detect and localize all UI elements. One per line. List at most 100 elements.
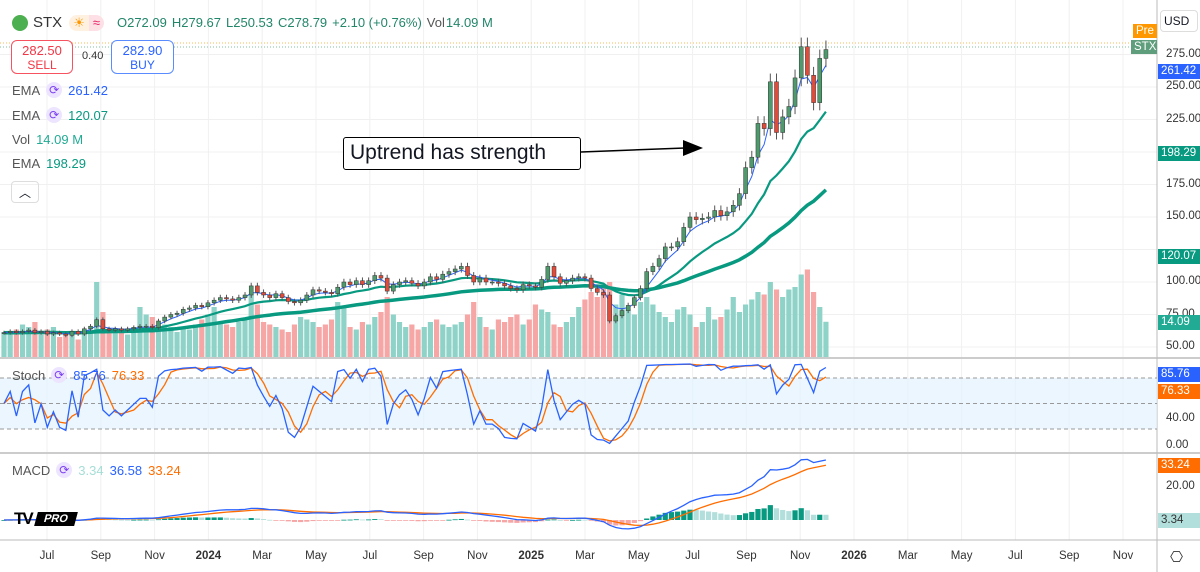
candle-body [187,307,192,310]
volume-bar [712,319,718,357]
volume-bar [687,314,693,357]
macd-histogram-bar [409,520,415,521]
macd-histogram-bar [650,516,656,520]
volume-bar [743,304,749,357]
macd-histogram-bar [471,520,477,521]
volume-bar [780,297,786,357]
candle-body [310,289,316,296]
macd-histogram-bar [211,517,217,520]
volume-bar [749,299,755,357]
currency-selector[interactable]: USD [1160,10,1198,32]
volume-bar [471,302,477,357]
macd-histogram-bar [724,514,730,520]
macd-histogram-bar [248,518,254,520]
ohlc-open: O272.09 [116,15,167,30]
volume-bar [260,322,267,357]
stoch-k-tag: 85.76 [1158,367,1200,382]
candle-body [687,216,693,228]
candle-body [45,331,50,335]
candle-body [798,46,804,79]
session-badge[interactable]: ☀ ≈ [69,14,104,31]
indicator-value: 14.09 M [36,132,84,147]
macd-histogram-bar [168,518,174,520]
collapse-legend-button[interactable]: ︿ [11,181,39,203]
time-tick: Sep [736,550,757,562]
macd-histogram-bar [353,519,359,521]
refresh-icon[interactable]: ⟳ [46,82,63,98]
candle-body [743,167,748,194]
macd-histogram-bar [817,514,823,520]
volume-bar [63,332,69,357]
volume-bar [186,329,192,357]
sun-icon: ☀ [69,14,89,31]
symbol-name[interactable]: STX [33,14,63,31]
candle-body [180,309,186,314]
stoch-d-value: 76.33 [111,367,145,383]
volume-bar [730,297,736,357]
candle-body [749,156,755,168]
time-tick: 2025 [518,550,544,562]
candle-body [7,331,13,333]
volume-bar [168,327,174,357]
candle-body [409,280,415,284]
ema-fast-tag: 261.42 [1158,64,1200,79]
volume-bar [767,282,773,357]
macd-histogram-bar [551,519,557,521]
macd-histogram-bar [563,520,569,521]
macd-histogram-bar [341,519,347,521]
indicator-volume[interactable]: Vol 14.09 M [12,132,83,147]
candle-body [218,297,223,301]
candle-body [446,271,452,275]
macd-histogram-bar [230,518,236,520]
candle-body [354,280,359,285]
candle-body [397,281,402,285]
candle-body [100,319,106,330]
ema-mid-line [3,111,827,335]
indicator-ema-mid[interactable]: EMA 198.29 [12,156,86,171]
volume-bar [576,307,582,357]
macd-histogram-bar [378,519,384,521]
macd-line [3,458,827,530]
buy-price: 282.90 [122,43,163,58]
candle-body [576,276,581,279]
buy-button[interactable]: 282.90 BUY [111,40,174,74]
sell-button[interactable]: 282.50 SELL [11,40,73,74]
candle-body [539,279,544,288]
candle-body [94,319,99,327]
candle-body [730,205,736,213]
indicator-ema-fast[interactable]: EMA ⟳ 261.42 [12,82,108,98]
volume-bar [359,322,366,357]
candle-body [619,310,625,317]
candle-body [224,297,229,300]
volume-bar [619,294,625,357]
settings-icon[interactable]: ⎔ [1170,549,1184,566]
macd-histogram-bar [773,508,780,520]
stoch-legend[interactable]: Stoch ⟳ 85.76 76.33 [12,367,144,383]
candle-body [26,329,31,332]
macd-histogram-bar [384,520,390,521]
volume-bar [409,324,415,357]
volume-bar [143,314,149,357]
refresh-icon[interactable]: ⟳ [46,107,63,123]
macd-histogram-bar [786,511,792,520]
indicator-ema-slow[interactable]: EMA ⟳ 120.07 [12,107,108,123]
time-tick: Jul [362,550,378,562]
macd-histogram-bar [576,519,582,521]
macd-histogram-bar [223,517,230,520]
stoch-k-line [3,363,827,445]
macd-histogram-bar [464,519,471,521]
macd-histogram-bar [712,512,718,520]
annotation-callout[interactable]: Uptrend has strength [343,137,581,170]
macd-histogram-bar [347,519,353,521]
candle-body [69,331,75,336]
volume-bar [736,312,743,357]
refresh-icon[interactable]: ⟳ [56,462,73,478]
refresh-icon[interactable]: ⟳ [51,367,68,383]
macd-histogram-bar [804,510,810,520]
macd-legend[interactable]: MACD ⟳ 3.34 36.58 33.24 [12,462,181,478]
volume-bar [230,327,236,357]
volume-bar [514,314,520,357]
macd-histogram-bar [106,519,112,521]
candle-body [780,116,785,133]
